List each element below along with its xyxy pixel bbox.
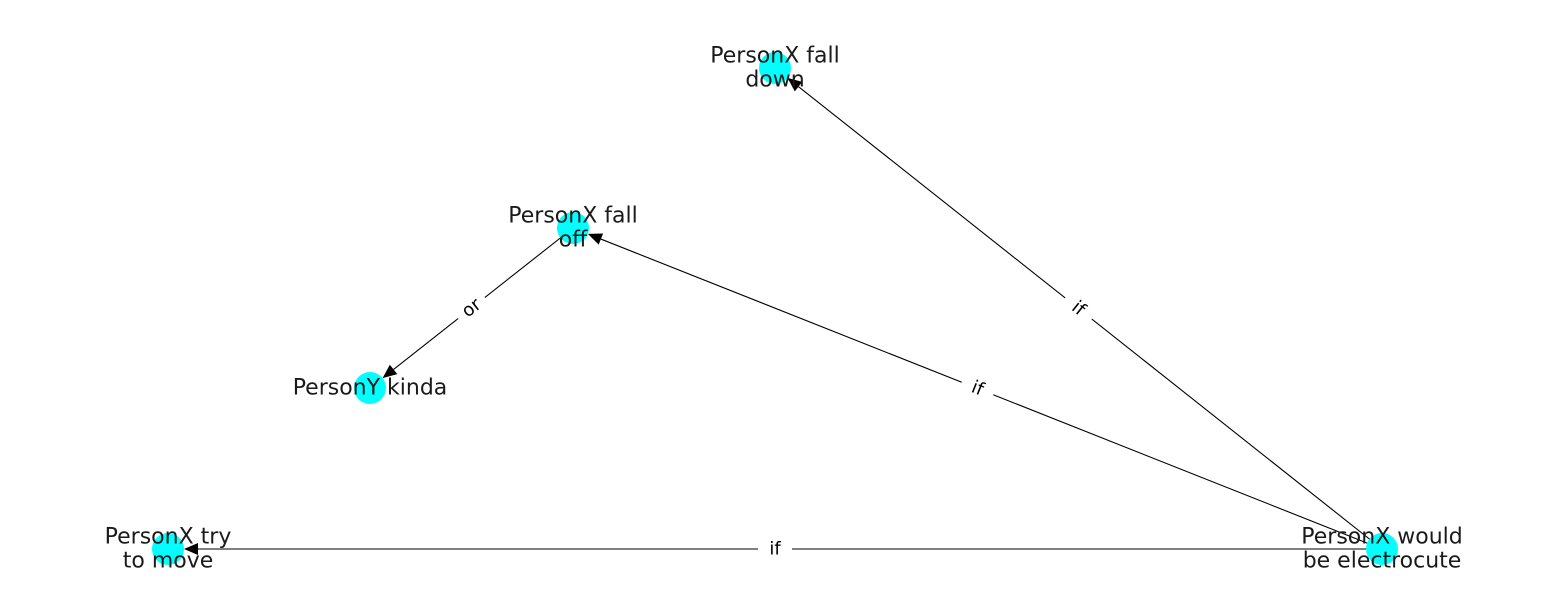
edge-label-group: if [758,537,792,561]
node-label: PersonX fall [710,44,839,69]
arrowhead-icon [382,364,398,379]
node-label: to move [123,549,214,574]
edge-label-group: or [450,288,493,328]
node-try_move [152,533,184,565]
edge-label-group: if [957,371,998,406]
node-label: PersonX would [1301,525,1462,550]
edge-label-group: if [1057,288,1100,329]
arrowhead-icon [587,233,604,245]
node-label: PersonX fall [508,204,637,229]
node-fall_off [557,212,589,244]
edge-label-background [758,537,792,561]
node-label: down [745,68,804,93]
edge-labels-layer: if if if or [450,288,1100,561]
node-label: be electrocute [1303,549,1462,574]
edge-label-background [957,371,998,406]
node-label: PersonX try [105,525,232,550]
node-label: PersonY kinda [293,376,448,401]
edges-layer [184,77,1383,555]
node-kinda [354,372,386,404]
node-fall_down [759,52,791,84]
arrowhead-icon [184,543,198,555]
node-label: off [559,228,588,253]
edge-label: if [769,539,781,560]
edge-label-background [1057,288,1100,329]
arrowhead-icon [787,77,803,92]
nodes-layer [152,52,1398,565]
edge-label-background [450,288,493,328]
node-electrocute [1366,533,1398,565]
